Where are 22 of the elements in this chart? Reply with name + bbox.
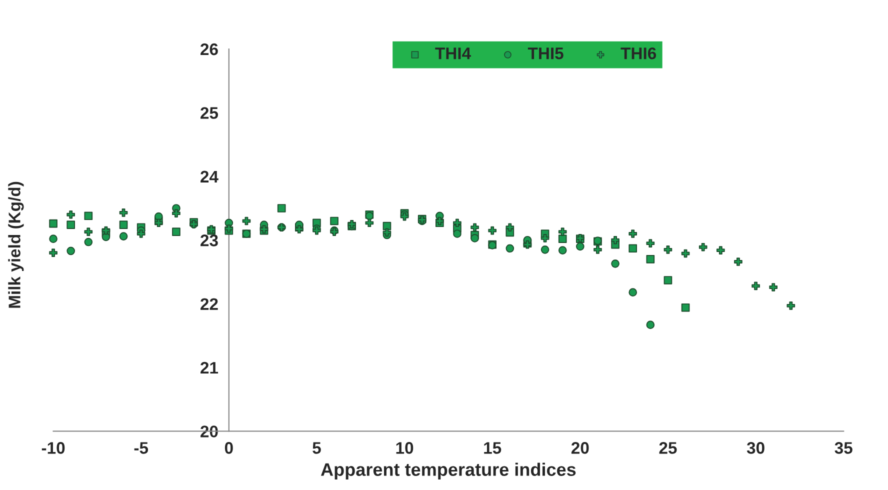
legend-label: THI4 xyxy=(435,48,471,60)
y-axis-title: Milk yield (Kg/d) xyxy=(8,182,24,308)
x-tick-label: 20 xyxy=(571,442,589,454)
y-tick-label: 26 xyxy=(200,43,218,56)
x-tick-label: 30 xyxy=(746,442,764,454)
x-tick-label: 25 xyxy=(659,442,677,454)
x-tick-label: 35 xyxy=(834,442,852,454)
y-tick-label: 22 xyxy=(200,298,218,310)
y-tick-label: 25 xyxy=(200,107,218,119)
x-tick-label: -10 xyxy=(42,442,65,454)
y-tick-label: 20 xyxy=(200,426,218,438)
y-tick-label: 23 xyxy=(200,234,218,246)
x-tick-label: -5 xyxy=(134,442,148,454)
y-tick-label: 24 xyxy=(200,170,218,182)
x-tick-label: 0 xyxy=(224,442,233,454)
x-tick-label: 5 xyxy=(312,442,321,454)
legend-label: THI6 xyxy=(620,47,656,60)
legend-label: THI5 xyxy=(528,48,564,60)
x-tick-label: 10 xyxy=(396,442,414,454)
y-tick-label: 21 xyxy=(200,362,218,374)
x-axis-title: Apparent temperature indices xyxy=(320,462,576,480)
x-tick-label: 15 xyxy=(484,442,502,454)
